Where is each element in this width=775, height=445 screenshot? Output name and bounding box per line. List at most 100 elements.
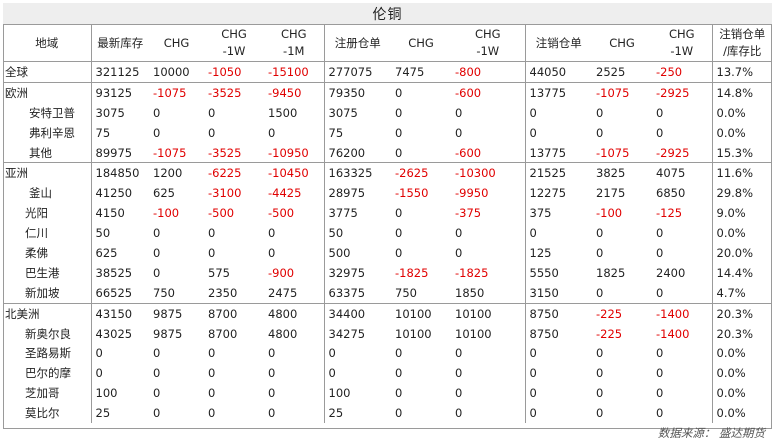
table-cell: -3525 <box>204 81 264 103</box>
table-cell: 0 <box>264 223 325 244</box>
region-label: 全球 <box>3 61 92 83</box>
table-cell: 28975 <box>328 186 366 201</box>
table-cell: 8750 <box>525 302 592 324</box>
table-cell: 2350 <box>208 285 238 300</box>
table-cell: 0 <box>529 406 537 421</box>
column-header: 地域 <box>3 24 92 62</box>
table-cell: 0 <box>596 406 604 421</box>
table-cell: 76200 <box>328 145 366 160</box>
table-cell: 625 <box>153 186 175 201</box>
table-cell: -600 <box>451 142 526 163</box>
table-cell: 4075 <box>652 162 713 184</box>
table-cell: -500 <box>264 203 325 224</box>
table-cell: 10100 <box>391 302 451 324</box>
table-cell: 3150 <box>529 285 559 300</box>
table-cell: 10000 <box>149 61 204 83</box>
table-cell: 1200 <box>149 162 204 184</box>
table-cell: 89975 <box>95 145 133 160</box>
table-cell: 0 <box>264 403 325 424</box>
table-cell: -100 <box>596 206 623 221</box>
table-cell: 0 <box>395 346 403 361</box>
table-cell: 50 <box>328 226 344 241</box>
table-cell: 750 <box>153 285 175 300</box>
table-cell: 8700 <box>204 302 264 324</box>
table-cell: 14.8% <box>712 81 772 103</box>
table-cell: 0 <box>208 105 216 120</box>
table-cell: 500 <box>328 245 351 260</box>
region-label: 巴尔的摩 <box>3 363 92 384</box>
table-cell: 0 <box>395 366 403 381</box>
table-cell: 0 <box>529 386 537 401</box>
table-cell: -10950 <box>264 142 325 163</box>
table-cell: 0 <box>652 383 713 404</box>
table-cell: 3825 <box>592 162 652 184</box>
table-cell: 0 <box>208 406 216 421</box>
table-cell: -9950 <box>451 183 526 204</box>
table-cell: 63375 <box>328 285 366 300</box>
region-label: 圣路易斯 <box>3 343 92 364</box>
table-cell: 0 <box>264 383 325 404</box>
table-cell: 44050 <box>525 61 592 83</box>
region-label: 釜山 <box>3 183 92 204</box>
table-cell: 2475 <box>264 282 325 304</box>
table-cell: 0 <box>208 346 216 361</box>
table-cell: 14.4% <box>716 265 754 280</box>
table-cell: -1075 <box>596 145 630 160</box>
table-cell: 0 <box>208 366 216 381</box>
region-label: 安特卫普 <box>3 102 92 123</box>
table-cell: 0 <box>153 265 161 280</box>
table-cell: 0 <box>153 226 161 241</box>
table-cell: 79350 <box>324 81 391 103</box>
table-cell: 20.3% <box>712 302 772 324</box>
table-cell: 10100 <box>451 302 526 324</box>
table-row: 仁川 50 0 0 0 50 0 0 0 0 0 0.0% <box>3 223 772 244</box>
table-cell: -125 <box>652 203 713 224</box>
table-cell: -9450 <box>264 81 325 103</box>
table-cell: 0 <box>451 383 526 404</box>
region-label: 北美洲 <box>3 302 92 324</box>
table-cell: 0 <box>208 226 216 241</box>
table-cell: 0 <box>529 366 537 381</box>
table-cell: 0 <box>451 363 526 384</box>
table-cell: 0 <box>395 406 403 421</box>
table-cell: 0.0% <box>716 366 746 381</box>
inventory-table-container: 伦铜 地域 最新库存 CHG CHG -1W CHG -1M 注册仓单 CHG CHG -1W… <box>3 3 772 424</box>
region-label: 亚洲 <box>3 162 92 184</box>
header-row: 地域 最新库存 CHG CHG -1W CHG -1M 注册仓单 CHG CHG -1W 注销仓… <box>3 24 772 62</box>
table-cell: 0 <box>208 245 216 260</box>
table-row: 釜山 41250 625 -3100 -4425 28975 -1550 -9950 12275… <box>3 183 772 204</box>
table-cell: 34400 <box>324 302 391 324</box>
table-cell: 38525 <box>95 265 133 280</box>
table-cell: -2625 <box>391 162 451 184</box>
table-cell: 0 <box>264 363 325 384</box>
table-cell: 375 <box>529 206 552 221</box>
table-cell: 0 <box>652 223 713 244</box>
table-cell: 0 <box>328 366 336 381</box>
table-cell: -15100 <box>264 61 325 83</box>
table-cell: 10100 <box>395 326 432 341</box>
region-label: 其他 <box>3 142 92 163</box>
table-cell: 1825 <box>596 265 626 280</box>
table-cell: 20.3% <box>716 326 754 341</box>
table-cell: 0 <box>153 105 161 120</box>
table-cell: 8750 <box>529 326 559 341</box>
region-label: 弗利辛恩 <box>3 122 92 143</box>
table-row: 欧洲 93125 -1075 -3525 -9450 79350 0 -600 13775 -10… <box>3 81 772 103</box>
table-cell: 0 <box>95 366 103 381</box>
table-row: 新奥尔良 43025 9875 8700 4800 34275 10100 10100 8750… <box>3 323 772 344</box>
table-cell: 0 <box>529 125 537 140</box>
column-header: CHG <box>391 24 451 62</box>
table-cell: -900 <box>264 262 325 283</box>
table-cell: 0 <box>652 122 713 143</box>
table-cell: 0 <box>596 285 604 300</box>
table-cell: 9875 <box>153 326 183 341</box>
table-cell: -1825 <box>395 265 429 280</box>
table-cell: 9.0% <box>716 206 746 221</box>
region-label: 芝加哥 <box>3 383 92 404</box>
table-cell: -225 <box>592 302 652 324</box>
table-cell: 575 <box>208 265 230 280</box>
table-cell: 163325 <box>324 162 391 184</box>
table-cell: 0 <box>652 403 713 424</box>
region-label: 莫比尔 <box>3 403 92 424</box>
table-cell: 0 <box>652 102 713 123</box>
